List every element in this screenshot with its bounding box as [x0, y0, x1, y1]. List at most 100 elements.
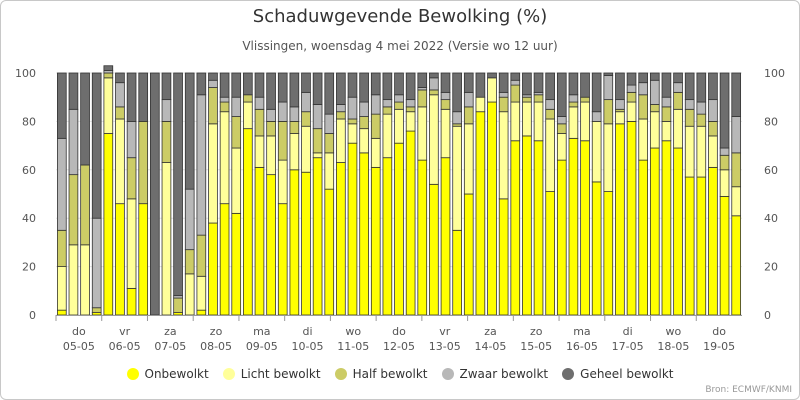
bar-segment — [673, 91, 683, 110]
bar-segment — [336, 104, 346, 113]
bar-segment — [556, 159, 567, 316]
bar-segment — [731, 152, 742, 188]
bar-segment — [649, 72, 660, 81]
bar-segment — [405, 106, 416, 113]
y-tick-label-right: 0 — [764, 309, 771, 322]
x-tick-label-date: 11-05 — [337, 340, 369, 353]
bar-segment — [533, 101, 544, 142]
bar-segment — [103, 77, 114, 134]
bar-segment — [324, 113, 335, 134]
bar-segment — [719, 196, 730, 316]
bar-segment — [126, 287, 137, 316]
bar-segment — [394, 108, 404, 144]
bar-segment — [696, 125, 707, 178]
legend-item[interactable]: Zwaar bewolkt — [441, 367, 548, 381]
legend-item[interactable]: Half bewolkt — [334, 367, 428, 381]
bar-segment — [556, 123, 567, 134]
bar-segment — [615, 99, 625, 110]
bar-segment — [603, 99, 614, 125]
bar-segment — [440, 99, 451, 110]
bar-segment — [115, 82, 125, 108]
bar-segment — [80, 72, 90, 166]
bar-segment — [405, 99, 416, 108]
bar-segment — [115, 203, 125, 316]
bar-segment — [138, 203, 149, 316]
bar-segment — [231, 147, 242, 214]
bar-segment — [359, 72, 369, 103]
bar-segment — [603, 123, 614, 192]
bar-segment — [673, 72, 683, 84]
bar-segment — [161, 121, 172, 163]
bar-segment — [498, 96, 509, 113]
bar-segment — [556, 133, 567, 161]
x-tick-label-day: zo — [530, 325, 543, 338]
bar-segment — [684, 108, 695, 127]
bar-segment — [336, 118, 346, 163]
bar-segment — [126, 121, 137, 159]
legend-label: Half bewolkt — [352, 367, 428, 381]
bar-segment — [580, 72, 590, 98]
bar-segment — [370, 72, 381, 96]
legend-item[interactable]: Geheel bewolkt — [562, 367, 674, 381]
bar-segment — [417, 159, 428, 316]
bar-segment — [301, 111, 311, 127]
bar-segment — [394, 94, 404, 103]
bar-segment — [545, 108, 555, 120]
bar-segment — [254, 135, 265, 168]
legend-swatch — [441, 368, 454, 380]
bar-segment — [231, 72, 242, 98]
bar-segment — [731, 116, 742, 154]
bar-segment — [312, 104, 323, 130]
bar-segment — [243, 94, 253, 103]
bar-segment — [719, 169, 730, 197]
bar-segment — [661, 72, 672, 98]
bar-segment — [603, 72, 614, 76]
bar-segment — [603, 75, 614, 101]
bar-segment — [522, 135, 532, 316]
bar-segment — [661, 140, 672, 316]
x-tick-label-day: vr — [119, 325, 131, 338]
bar-segment — [243, 72, 253, 96]
bar-segment — [336, 72, 346, 105]
bar-segment — [638, 94, 648, 120]
bar-segment — [324, 72, 335, 115]
bar-segment — [661, 96, 672, 108]
bar-segment — [417, 106, 428, 161]
bar-segment — [498, 198, 509, 316]
bar-segment — [626, 72, 637, 86]
source-credit: Bron: ECMWF/KNMI — [705, 385, 792, 395]
bar-segment — [522, 101, 532, 137]
x-tick-label-day: di — [623, 325, 633, 338]
bar-segment — [463, 106, 474, 125]
bar-segment — [266, 174, 276, 316]
legend-swatch — [126, 368, 139, 380]
x-tick-label-day: zo — [210, 325, 223, 338]
bar-segment — [196, 94, 207, 236]
bar-segment — [417, 89, 428, 108]
bar-segment — [219, 203, 230, 316]
bar-segment — [533, 140, 544, 316]
legend-label: Geheel bewolkt — [580, 367, 674, 381]
bar-segment — [615, 72, 625, 101]
x-tick-label-date: 08-05 — [200, 340, 232, 353]
bar-segment — [510, 140, 521, 316]
bar-segment — [463, 72, 474, 93]
bar-segment — [347, 72, 358, 98]
bar-segment — [347, 142, 358, 316]
bar-segment — [591, 72, 602, 113]
x-tick-label-date: 06-05 — [109, 340, 141, 353]
bar-segment — [277, 101, 288, 122]
bar-segment — [370, 113, 381, 139]
bar-segment — [254, 108, 265, 137]
bar-segment — [57, 309, 67, 316]
bar-segment — [638, 82, 648, 96]
bar-segment — [126, 198, 137, 289]
legend-item[interactable]: Licht bewolkt — [222, 367, 321, 381]
bar-segment — [429, 94, 439, 185]
bar-segment — [196, 72, 207, 96]
legend-item[interactable]: Onbewolkt — [126, 367, 209, 381]
x-tick-label-date: 12-05 — [383, 340, 415, 353]
bar-segment — [324, 188, 335, 316]
bar-segment — [382, 99, 393, 108]
x-tick-label-day: di — [303, 325, 313, 338]
